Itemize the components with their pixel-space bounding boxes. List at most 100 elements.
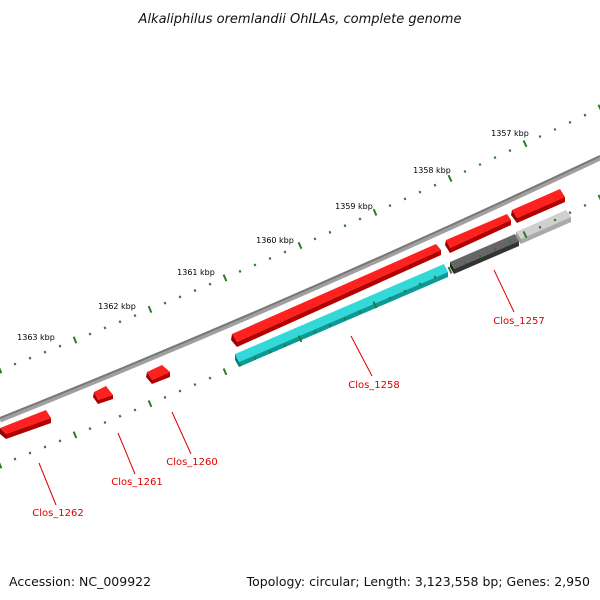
inner-tick-minor [88, 427, 92, 431]
inner-tick-minor [463, 261, 467, 265]
leader-line [38, 462, 57, 506]
outer-tick-minor [553, 127, 557, 131]
outer-tick-minor [178, 295, 182, 299]
inner-tick-minor [28, 451, 32, 455]
inner-tick-major [597, 194, 600, 201]
kbp-label-1359: 1359 kbp [335, 202, 373, 211]
inner-tick-minor [478, 254, 482, 258]
forward-strand-genes [0, 189, 565, 439]
leader-line [350, 335, 373, 377]
inner-tick-minor [583, 203, 587, 207]
inner-tick-major [372, 301, 378, 309]
outer-tick-major [372, 208, 378, 216]
outer-tick-minor [43, 350, 47, 354]
gene-bar-grey[interactable] [450, 234, 519, 274]
gene-leader-lines [38, 269, 515, 506]
genome-backbone [0, 155, 600, 423]
outer-tick-minor [388, 204, 392, 208]
outer-tick-minor [343, 224, 347, 228]
outer-tick-minor [433, 183, 437, 187]
gene-label-clos-1260[interactable]: Clos_1260 [166, 457, 218, 468]
kbp-label-1358: 1358 kbp [413, 166, 451, 175]
leader-line [493, 269, 515, 313]
inner-tick-minor [568, 211, 572, 215]
inner-tick-minor [388, 296, 392, 300]
outer-tick-minor [358, 217, 362, 221]
inner-tick-minor [403, 289, 407, 293]
gene-arrow[interactable] [0, 410, 51, 439]
inner-tick-minor [343, 317, 347, 321]
kbp-label-1363: 1363 kbp [17, 333, 55, 342]
outer-tick-minor [103, 326, 107, 330]
inner-tick-minor [253, 357, 257, 361]
inner-tick-minor [553, 218, 557, 222]
inner-tick-minor [58, 439, 62, 443]
outer-tick-major [0, 367, 3, 374]
gene-label-clos-1258[interactable]: Clos_1258 [348, 380, 400, 391]
outer-tick-minor [328, 230, 332, 234]
outer-tick-minor [268, 256, 272, 261]
outer-tick-minor [58, 344, 62, 348]
inner-tick-ring [0, 194, 600, 469]
outer-tick-minor [568, 120, 572, 124]
inner-tick-major [72, 431, 78, 439]
inner-tick-minor [118, 414, 122, 418]
inner-tick-major [222, 368, 228, 376]
outer-tick-major [597, 104, 600, 111]
gene-labels: Clos_1257 Clos_1258 Clos_1260 Clos_1261 … [32, 316, 545, 519]
inner-tick-minor [328, 323, 332, 327]
gene-arrow[interactable] [511, 189, 565, 223]
outer-tick-minor [478, 163, 482, 167]
kbp-label-1360: 1360 kbp [256, 236, 294, 245]
inner-tick-major [447, 266, 453, 274]
inner-tick-minor [433, 275, 437, 279]
outer-tick-major [522, 139, 528, 148]
kbp-label-1357: 1357 kbp [491, 129, 529, 138]
outer-tick-minor [238, 269, 242, 273]
outer-tick-minor [118, 320, 122, 324]
outer-tick-minor [493, 156, 497, 160]
inner-tick-minor [43, 445, 47, 449]
kbp-label-1362: 1362 kbp [98, 302, 136, 311]
inner-tick-major [522, 230, 528, 239]
outer-tick-minor [583, 113, 587, 117]
outer-tick-major [447, 174, 453, 183]
inner-tick-minor [133, 408, 137, 412]
outer-tick-minor [13, 362, 17, 366]
outer-tick-ring [0, 104, 600, 374]
outer-tick-minor [163, 301, 167, 305]
outer-tick-major [147, 305, 153, 313]
inner-tick-major [0, 462, 3, 469]
outer-tick-minor [403, 197, 407, 201]
inner-tick-minor [358, 310, 362, 314]
gene-label-clos-1261[interactable]: Clos_1261 [111, 477, 163, 488]
gene-bar-lightgrey[interactable] [516, 210, 571, 244]
kbp-labels: 1357 kbp 1358 kbp 1359 kbp 1360 kbp 1361… [17, 129, 529, 342]
outer-tick-minor [283, 250, 287, 254]
inner-tick-minor [238, 363, 242, 367]
gene-label-clos-1257[interactable]: Clos_1257 [493, 316, 545, 327]
outer-tick-major [72, 336, 78, 344]
inner-tick-minor [193, 383, 197, 387]
gene-arrow[interactable] [445, 214, 511, 253]
gene-arrow[interactable] [146, 365, 170, 384]
gene-arrow[interactable] [93, 386, 113, 404]
outer-tick-minor [418, 190, 422, 194]
inner-tick-minor [508, 240, 512, 244]
leader-line [171, 411, 192, 455]
inner-tick-minor [493, 247, 497, 251]
outer-tick-minor [463, 169, 467, 174]
inner-tick-major [147, 400, 153, 408]
gene-bar-cyan[interactable] [235, 264, 448, 367]
gene-arrow[interactable] [231, 244, 441, 347]
leader-line [117, 432, 136, 475]
outer-tick-minor [313, 237, 317, 241]
inner-tick-minor [103, 420, 107, 425]
inner-tick-minor [538, 225, 542, 229]
inner-tick-minor [13, 457, 17, 461]
outer-tick-minor [193, 289, 197, 293]
accession-text: Accession: NC_009922 [9, 574, 151, 589]
outer-tick-minor [253, 263, 257, 267]
gene-label-clos-1262[interactable]: Clos_1262 [32, 508, 84, 519]
